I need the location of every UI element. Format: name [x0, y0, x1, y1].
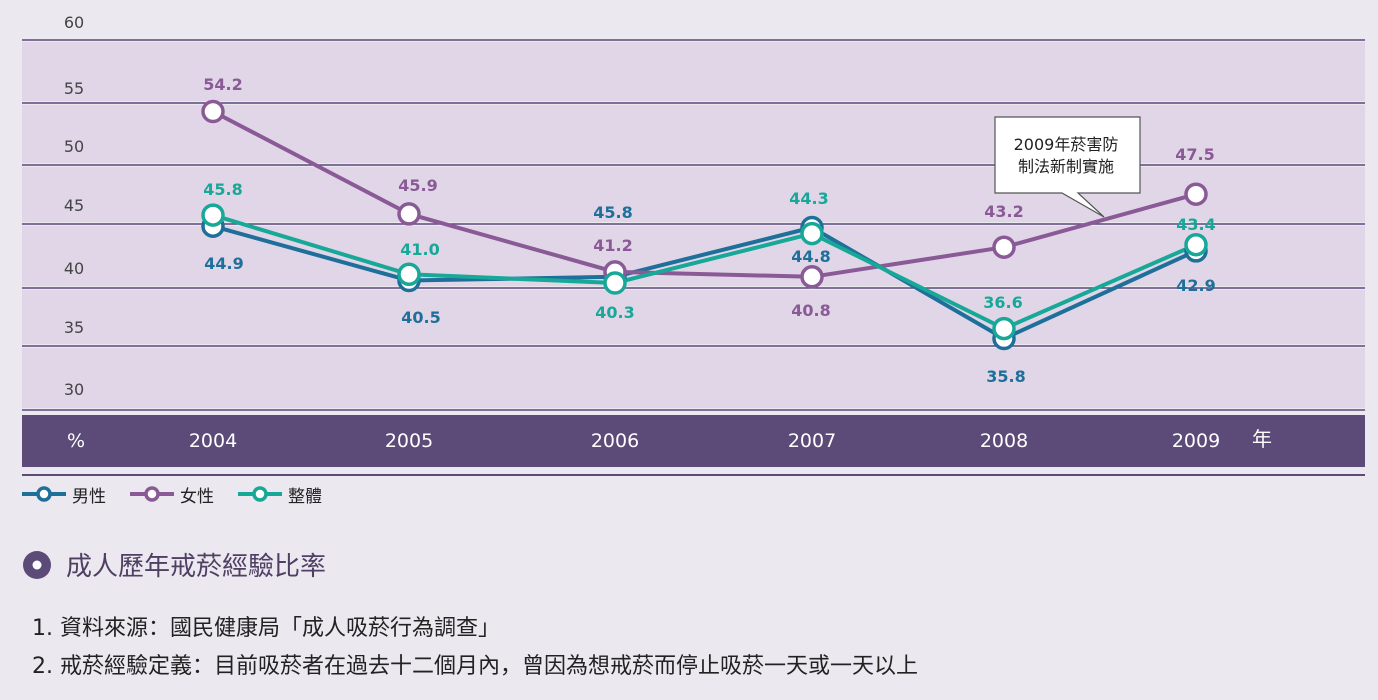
point-female — [201, 99, 225, 124]
y-tick-label: 40 — [64, 259, 84, 278]
plot-band — [22, 348, 1365, 408]
point-overall — [992, 316, 1016, 341]
y-tick-label: 45 — [64, 196, 84, 215]
y-axis-ticks: 60 55 50 45 40 35 30 — [64, 13, 84, 399]
legend-swatch-male — [22, 486, 66, 502]
data-label-female: 41.2 — [593, 236, 632, 255]
plot-band — [22, 290, 1365, 344]
x-tick-label: 2009 — [1172, 430, 1220, 452]
legend-swatch-overall — [238, 486, 282, 502]
data-label-overall: 40.3 — [595, 303, 634, 322]
point-overall — [1184, 232, 1208, 257]
data-label-overall: 44.3 — [789, 189, 828, 208]
plot-band — [22, 167, 1365, 222]
x-axis-band — [22, 415, 1365, 467]
legend-label-male: 男性 — [72, 486, 106, 507]
chart-title-row: 成人歷年戒菸經驗比率 — [22, 546, 326, 583]
data-label-female: 40.8 — [791, 301, 830, 320]
data-label-male: 40.5 — [401, 308, 440, 327]
plot-background — [22, 39, 1365, 411]
plot-band — [22, 105, 1365, 163]
data-label-extra: 45.8 — [593, 203, 632, 222]
data-label-male: 42.9 — [1176, 276, 1215, 295]
point-overall — [800, 221, 824, 246]
point-overall — [603, 271, 627, 295]
note-definition: 2. 戒菸經驗定義：目前吸菸者在過去十二個月內，曾因為想戒菸而停止吸菸一天或一天… — [32, 654, 918, 679]
y-tick-label: 60 — [64, 13, 84, 32]
point-female — [800, 265, 824, 289]
y-tick-label: 55 — [64, 79, 84, 98]
annotation-line1: 2009年菸害防 — [1014, 135, 1119, 154]
legend-item-male: 男性 — [22, 482, 106, 507]
data-label-overall: 41.0 — [400, 240, 439, 259]
data-label-female: 45.9 — [398, 176, 437, 195]
data-label-overall: 45.8 — [203, 180, 242, 199]
point-overall — [201, 203, 225, 227]
y-unit-label: % — [67, 430, 85, 452]
annotation-box — [994, 116, 1141, 218]
legend-item-overall: 整體 — [238, 482, 322, 507]
x-tick-label: 2004 — [189, 430, 237, 452]
data-label-overall: 36.6 — [983, 293, 1022, 312]
y-tick-label: 35 — [64, 318, 84, 337]
note-source: 1. 資料來源：國民健康局「成人吸菸行為調查」 — [32, 616, 500, 641]
x-tick-label: 2006 — [591, 430, 639, 452]
data-label-overall: 43.4 — [1176, 215, 1215, 234]
point-female — [1184, 182, 1208, 206]
data-labels: 44.9 40.5 44.8 35.8 42.9 54.2 45.9 41.2 40.8 43.2… — [203, 75, 1215, 386]
point-female — [992, 235, 1016, 259]
series-line-female — [212, 109, 1197, 279]
legend-item-female: 女性 — [130, 482, 214, 507]
point-female — [397, 202, 421, 226]
legend-label-overall: 整體 — [288, 486, 322, 507]
point-overall — [397, 262, 421, 287]
annotation-line2: 制法新制實施 — [1018, 157, 1114, 176]
data-label-female: 54.2 — [203, 75, 242, 94]
y-tick-label: 50 — [64, 137, 84, 156]
data-label-female: 47.5 — [1175, 145, 1214, 164]
legend: 男性 女性 整體 — [22, 482, 346, 507]
chart-title: 成人歷年戒菸經驗比率 — [66, 552, 327, 582]
series-lines — [201, 99, 1208, 351]
x-tick-label: 2005 — [385, 430, 433, 452]
legend-label-female: 女性 — [180, 486, 214, 507]
data-label-male: 44.9 — [204, 254, 243, 273]
plot-band — [22, 42, 1365, 101]
x-tick-label: 2008 — [980, 430, 1028, 452]
x-unit-label: 年 — [1252, 427, 1272, 451]
x-axis-bar: % 2004 2005 2006 2007 2008 2009 年 — [22, 415, 1365, 476]
data-label-female: 43.2 — [984, 202, 1023, 221]
line-chart: 60 55 50 45 40 35 30 % 2004 2005 2006 2007 2008 2009… — [22, 13, 1365, 476]
bullet-icon — [23, 550, 51, 579]
data-label-male: 44.8 — [791, 247, 830, 266]
legend-swatch-female — [130, 486, 174, 502]
data-label-male: 35.8 — [986, 367, 1025, 386]
x-tick-label: 2007 — [788, 430, 836, 452]
series-line-male — [212, 224, 1197, 341]
y-tick-label: 30 — [64, 380, 84, 399]
series-line-overall — [212, 213, 1197, 331]
